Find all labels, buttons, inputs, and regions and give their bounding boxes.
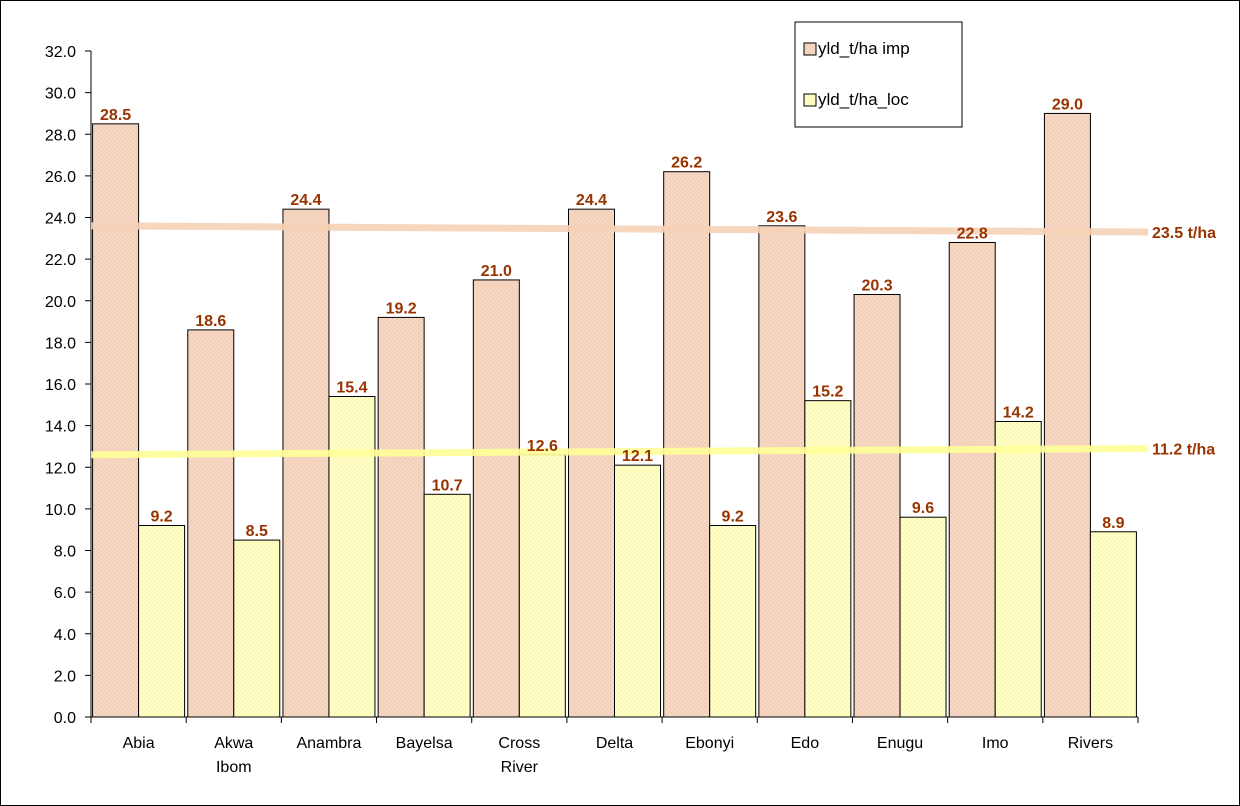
category-label: Abia [123,735,155,752]
bar-loc [233,539,281,718]
y-tick-label: 20.0 [45,294,76,311]
bar-imp [853,294,901,718]
reference-lines: 23.5 t/ha 11.2 t/ha [90,222,1216,459]
category-label: Ebonyi [685,735,734,752]
reference-line [90,222,1149,236]
y-tick-label: 0.0 [54,710,76,727]
data-label-imp: 24.4 [290,192,321,209]
data-label-loc: 9.2 [722,509,744,526]
bar-loc [328,395,376,718]
bar-imp [282,208,330,718]
y-tick-label: 16.0 [45,377,76,394]
legend-swatch-imp [803,42,817,56]
data-label-imp: 24.4 [576,192,607,209]
data-label-loc: 9.6 [912,500,934,517]
data-label-loc: 8.9 [1102,515,1124,532]
y-tick-label: 4.0 [54,627,76,644]
y-tick-label: 6.0 [54,585,76,602]
bar-imp [187,329,235,718]
data-label-loc: 9.2 [150,509,172,526]
bar-imp [1043,112,1091,718]
y-tick-label: 24.0 [45,211,76,228]
data-label-loc: 8.5 [246,523,268,540]
y-tick-label: 2.0 [54,668,76,685]
bar-imp [948,241,996,718]
bar-loc [614,464,661,718]
data-label-imp: 26.2 [671,155,702,172]
category-label: Rivers [1068,735,1113,752]
y-tick-label: 26.0 [45,169,76,186]
category-label: Cross River [498,735,540,776]
y-tick-label: 28.0 [45,127,76,144]
bar-loc [709,525,757,718]
bar-loc [518,454,566,718]
legend-label-loc: yld_t/ha_loc [818,90,909,109]
reference-line-label: 23.5 t/ha [1152,225,1216,242]
data-label-imp: 19.2 [386,300,417,317]
y-tick-label: 22.0 [45,252,76,269]
category-label: Akwa Ibom [214,735,253,776]
y-tick-label: 10.0 [45,502,76,519]
reference-line-label: 11.2 t/ha [1152,442,1215,459]
y-tick-label: 32.0 [45,44,76,61]
bar-loc [1089,531,1137,718]
data-label-imp: 20.3 [861,278,892,295]
data-label-imp: 23.6 [766,209,797,226]
bar-imp [472,279,520,718]
axes: 0.0 2.0 4.0 6.0 8.0 10.0 12.0 14.0 16.0 18.0 20.0 2… [45,44,1139,776]
bar-loc [994,420,1042,718]
bar-imp [377,316,425,718]
bar-imp [663,171,711,718]
category-label: Bayelsa [396,735,453,752]
reference-line [90,445,1149,459]
y-tick-label: 12.0 [45,460,76,477]
data-labels: 28.5 18.6 24.4 19.2 21.0 24.4 26.2 23.6 20.3 22.8… [100,96,1125,540]
y-tick-label: 30.0 [45,86,76,103]
data-label-imp: 18.6 [195,313,226,330]
y-tick-label: 14.0 [45,419,76,436]
bar-imp [758,225,806,718]
data-label-imp: 29.0 [1052,96,1083,113]
data-label-imp: 22.8 [957,225,988,242]
y-tick-label: 18.0 [45,335,76,352]
bar-loc [138,525,186,718]
legend-label-imp: yld_t/ha imp [818,39,910,58]
bar-imp [568,208,615,718]
data-label-loc: 12.1 [622,448,653,465]
category-label: Delta [596,735,633,752]
legend-box [794,21,963,128]
category-label: Enugu [877,735,923,752]
category-label: Edo [791,735,820,752]
data-label-imp: 21.0 [481,263,512,280]
y-tick-label: 8.0 [54,544,76,561]
data-label-imp: 28.5 [100,107,131,124]
data-label-loc: 14.2 [1003,404,1034,421]
data-label-loc: 12.6 [527,438,558,455]
bar-loc [423,493,471,718]
bar-imp [92,123,140,718]
category-label: Imo [982,735,1009,752]
legend-swatch-loc [803,93,817,107]
legend: yld_t/ha imp yld_t/ha_loc [794,21,963,128]
bars [92,112,1137,718]
data-label-loc: 15.2 [812,384,843,401]
data-label-loc: 10.7 [432,477,463,494]
bar-loc [899,516,947,718]
data-label-loc: 15.4 [336,379,367,396]
category-label: Anambra [296,735,361,752]
